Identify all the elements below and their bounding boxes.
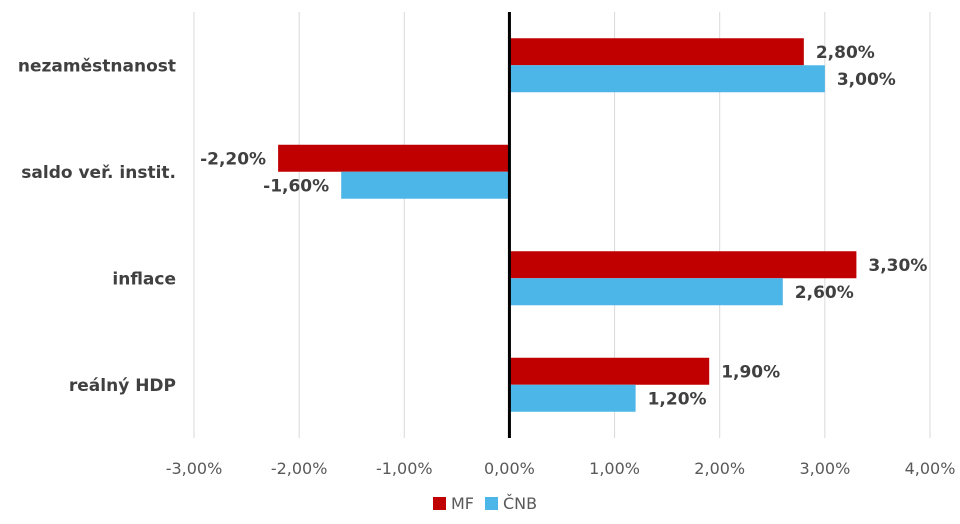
data-label: 2,80% xyxy=(816,43,875,63)
bar-čnb xyxy=(509,384,636,412)
legend-label: ČNB xyxy=(503,494,537,513)
category-labels: nezaměstnanost saldo veř. instit. inflace r… xyxy=(18,56,176,396)
data-labels: 2,80% 3,00% -2,20% -1,60% 3,30% 2,60% 1,90% 1,2… xyxy=(200,43,927,410)
data-label: -1,60% xyxy=(263,176,329,196)
x-tick-label: 3,00% xyxy=(799,459,850,478)
x-tick-label: 2,00% xyxy=(694,459,745,478)
x-tick-label: 4,00% xyxy=(905,459,956,478)
bar-mf xyxy=(278,144,510,172)
data-label: 1,90% xyxy=(721,362,780,382)
x-tick-label: -1,00% xyxy=(376,459,433,478)
bar-mf xyxy=(509,38,804,66)
bars xyxy=(278,38,857,412)
bar-čnb xyxy=(509,278,783,306)
bar-čnb xyxy=(509,65,825,93)
x-tick-label: 1,00% xyxy=(589,459,640,478)
category-label: saldo veř. instit. xyxy=(21,163,176,183)
bar-mf xyxy=(509,251,857,279)
legend: MF ČNB xyxy=(433,494,537,513)
x-tick-label: 0,00% xyxy=(484,459,535,478)
legend-label: MF xyxy=(451,494,474,513)
x-tick-labels: -3,00% -2,00% -1,00% 0,00% 1,00% 2,00% 3,00% 4,… xyxy=(166,459,956,478)
category-label: reálný HDP xyxy=(69,376,176,396)
x-tick-label: -2,00% xyxy=(271,459,328,478)
data-label: -2,20% xyxy=(200,149,266,169)
data-label: 3,30% xyxy=(868,256,927,276)
data-label: 1,20% xyxy=(648,389,707,409)
data-label: 2,60% xyxy=(795,283,854,303)
x-tick-label: -3,00% xyxy=(166,459,223,478)
data-label: 3,00% xyxy=(837,70,896,90)
category-label: nezaměstnanost xyxy=(18,56,176,76)
legend-swatch xyxy=(433,497,446,510)
legend-swatch xyxy=(485,497,498,510)
bar-mf xyxy=(509,357,710,385)
bar-čnb xyxy=(341,171,510,199)
category-label: inflace xyxy=(112,269,176,289)
